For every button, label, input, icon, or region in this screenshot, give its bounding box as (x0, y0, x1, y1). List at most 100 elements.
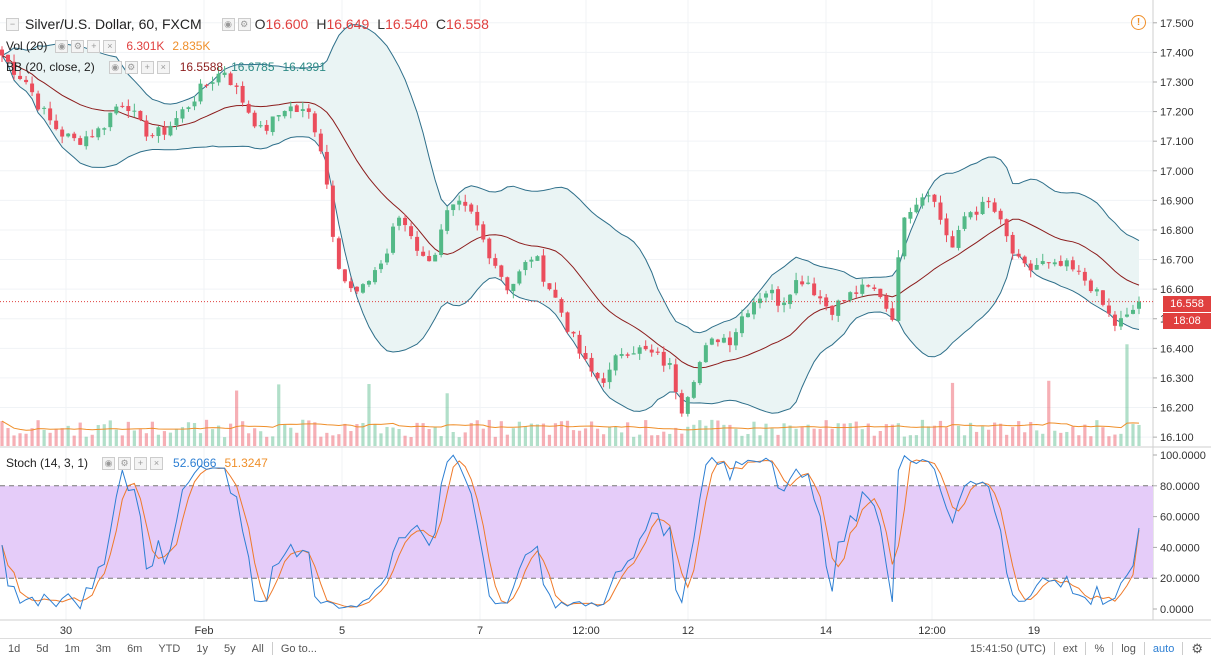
candle-body (601, 378, 606, 383)
eye-icon[interactable]: ◉ (108, 60, 122, 74)
eye-icon[interactable]: ◉ (55, 39, 69, 53)
candle-body (403, 217, 408, 226)
candle-body (830, 305, 835, 315)
volume-bar (974, 431, 979, 446)
ext-toggle[interactable]: ext (1062, 642, 1078, 655)
range-5y[interactable]: 5y (223, 642, 236, 655)
candle-body (1130, 309, 1135, 314)
volume-bar (120, 435, 124, 446)
volume-bar (30, 428, 34, 446)
candle-body (439, 229, 444, 256)
volume-bar (812, 428, 816, 446)
eye-icon[interactable]: ◉ (102, 456, 116, 470)
volume-bar (505, 434, 509, 446)
volume-bar (794, 428, 798, 446)
candle-body (102, 128, 107, 130)
volume-bar (1095, 420, 1099, 446)
candle-body (667, 363, 672, 365)
stoch-axis: 100.0000 80.0000 60.0000 40.0000 20.0000 0.00… (1153, 450, 1206, 616)
volume-bar (1035, 430, 1039, 446)
candle-body (818, 296, 823, 299)
volume-bar (788, 425, 792, 446)
candle-body (288, 106, 293, 112)
candle-body (180, 109, 185, 119)
current-price-tag: 16.558 (1163, 296, 1211, 312)
candle-body (1137, 301, 1141, 309)
collapse-icon[interactable]: − (6, 17, 19, 31)
candle-body (800, 281, 805, 285)
candle-body (306, 108, 311, 112)
plus-icon[interactable]: + (134, 456, 148, 470)
high-label: H (316, 16, 327, 32)
volume-bar (1017, 421, 1021, 446)
volume-bar (349, 431, 353, 446)
candle-body (1094, 289, 1099, 292)
candle-body (517, 271, 522, 284)
percent-toggle[interactable]: % (1094, 642, 1105, 655)
price-axis-label: 16.100 (1160, 432, 1194, 444)
candle-body (72, 133, 77, 139)
volume-bar (878, 430, 882, 446)
volume-bar (836, 423, 840, 446)
candle-body (120, 105, 125, 107)
volume-bar (1029, 421, 1033, 446)
bb-label: BB (20, close, 2) (6, 60, 95, 74)
volume-bar (96, 425, 100, 446)
range-1y[interactable]: 1y (196, 642, 208, 655)
candle-body (270, 116, 275, 133)
volume-bar (547, 434, 552, 446)
gear-icon[interactable]: ⚙ (1191, 640, 1203, 656)
volume-bar (920, 419, 925, 446)
settings-icon[interactable]: ⚙ (237, 17, 251, 31)
candle-body (974, 211, 979, 215)
candle-body (427, 256, 432, 262)
bb-legend: BB (20, close, 2) ◉ ⚙ + × 16.5588 16.678… (6, 60, 326, 74)
candle-body (469, 204, 474, 212)
candle-body (108, 112, 113, 128)
log-toggle[interactable]: log (1121, 642, 1136, 655)
close-icon[interactable]: × (156, 60, 170, 74)
volume-bar (313, 422, 317, 446)
price-axis-label: 16.400 (1160, 343, 1194, 355)
close-icon[interactable]: × (103, 39, 117, 53)
range-1d[interactable]: 1d (8, 642, 21, 655)
open-value: 16.600 (265, 16, 309, 32)
stoch-k-line (1, 454, 1140, 610)
range-6m[interactable]: 6m (127, 642, 143, 655)
auto-toggle[interactable]: auto (1152, 642, 1175, 655)
volume-bar (150, 421, 154, 446)
range-5d[interactable]: 5d (36, 642, 49, 655)
settings-icon[interactable]: ⚙ (124, 60, 138, 74)
goto-button[interactable]: Go to... (280, 642, 317, 655)
candle-body (842, 300, 847, 302)
range-3m[interactable]: 3m (95, 642, 112, 655)
price-axis-label: 16.900 (1160, 195, 1194, 207)
range-1m[interactable]: 1m (64, 642, 80, 655)
volume-bar (908, 435, 912, 446)
volume-bar (373, 424, 377, 446)
bb-fill (2, 24, 1139, 414)
candle-body (499, 265, 504, 277)
volume-bar (902, 436, 906, 446)
range-ytd[interactable]: YTD (158, 642, 181, 655)
candle-body (559, 299, 564, 313)
candle-body (54, 120, 59, 130)
settings-icon[interactable]: ⚙ (118, 456, 132, 470)
volume-bar (192, 423, 197, 446)
candle-body (872, 287, 877, 290)
stoch-axis-label: 0.0000 (1160, 604, 1194, 616)
range-all[interactable]: All (251, 642, 264, 655)
price-chart[interactable]: 17.500 17.400 17.300 17.200 17.100 17.000 16.9… (0, 0, 1211, 638)
volume-bar (1059, 432, 1063, 446)
settings-icon[interactable]: ⚙ (71, 39, 85, 53)
volume-bar (319, 436, 323, 446)
candle-body (962, 216, 967, 229)
warning-icon[interactable]: ! (1131, 15, 1146, 30)
plus-icon[interactable]: + (87, 39, 101, 53)
bottom-toolbar: 1d 5d 1m 3m 6m YTD 1y 5y All Go to... 15… (0, 638, 1211, 658)
close-icon[interactable]: × (150, 456, 164, 470)
plus-icon[interactable]: + (140, 60, 154, 74)
eye-icon[interactable]: ◉ (221, 17, 235, 31)
candle-body (1028, 263, 1033, 271)
